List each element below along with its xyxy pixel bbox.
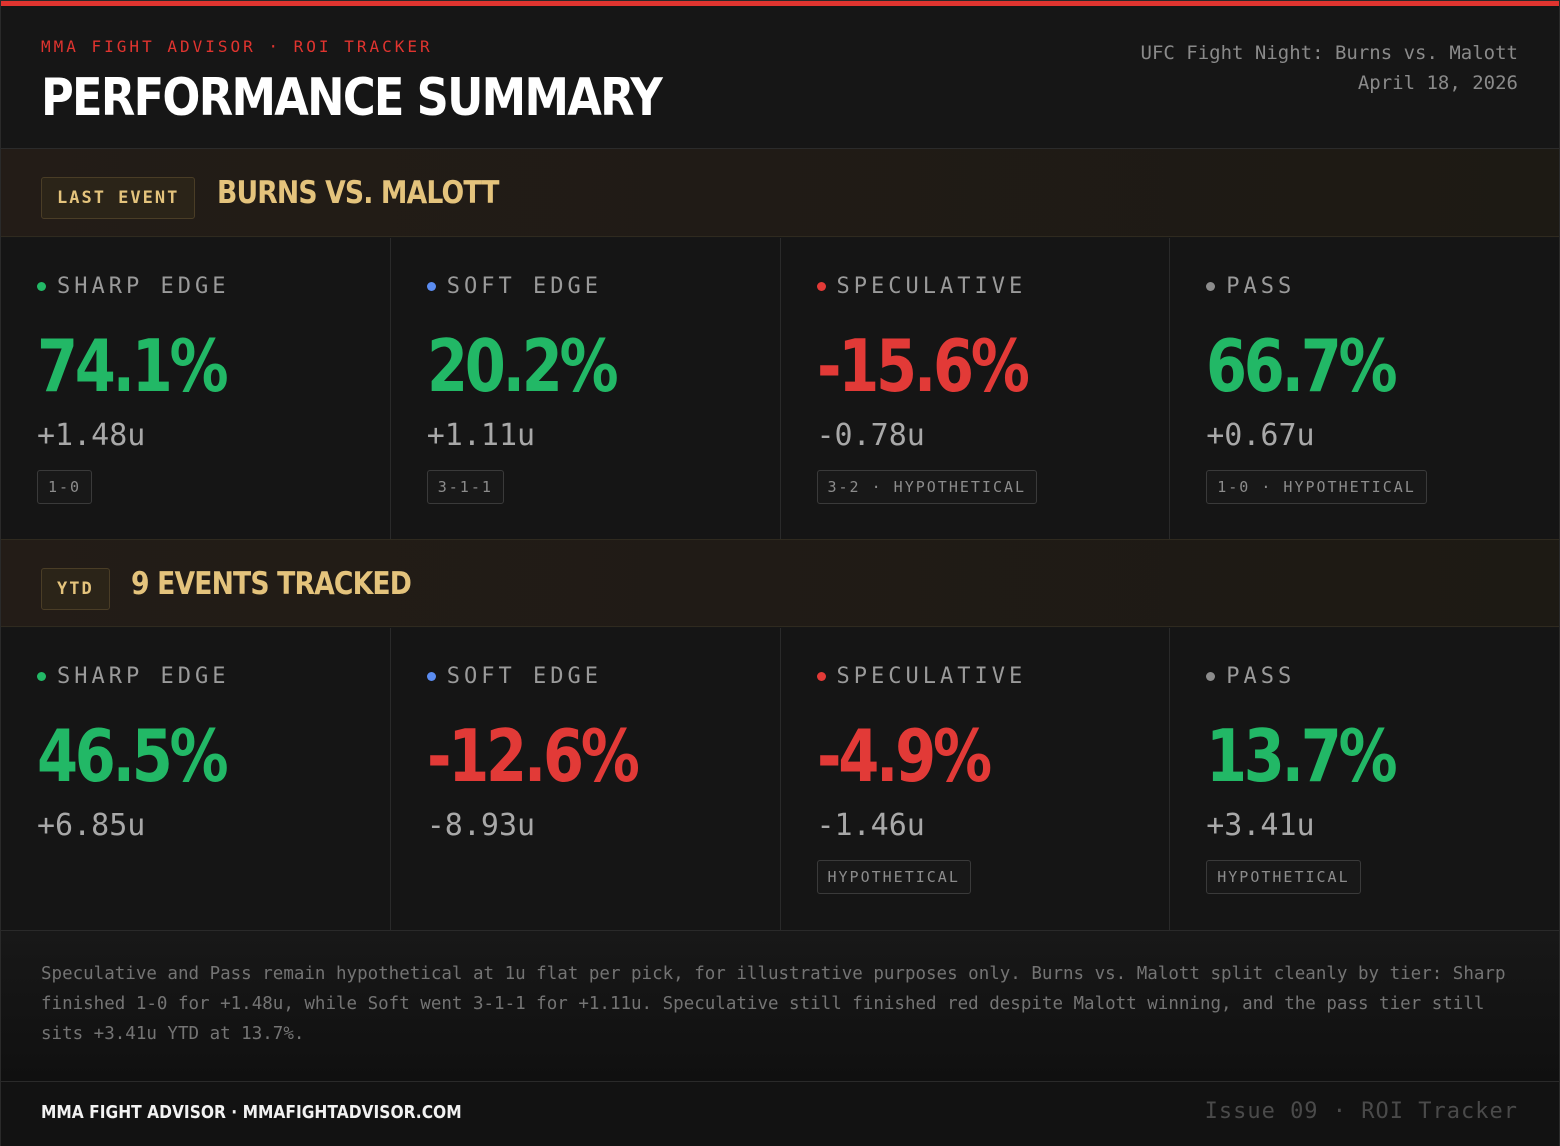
record-tag: HYPOTHETICAL	[816, 860, 971, 894]
status-dot-icon	[1206, 672, 1216, 681]
roi-percent: -15.6%	[816, 324, 1030, 408]
roi-percent: 20.2%	[426, 324, 619, 408]
units-value: +1.48u	[37, 418, 146, 453]
roi-percent: 74.1%	[37, 324, 229, 408]
status-dot-icon	[37, 672, 46, 681]
status-dot-icon	[816, 672, 826, 681]
tier-label: SOFT EDGE	[446, 274, 602, 299]
tier-card-speculative: SPECULATIVE -4.9% -1.46u HYPOTHETICAL	[780, 628, 1171, 930]
record-tag: 1-0 · HYPOTHETICAL	[1206, 470, 1427, 504]
tier-label: SOFT EDGE	[446, 664, 602, 689]
tier-header: SHARP EDGE	[37, 274, 229, 299]
section-title: 9 EVENTS TRACKED	[131, 566, 412, 602]
footer: MMA FIGHT ADVISOR · MMAFIGHTADVISOR.COM …	[1, 1082, 1559, 1146]
units-value: +0.67u	[1206, 418, 1315, 453]
tier-label: SPECULATIVE	[836, 664, 1027, 689]
section-badge: LAST EVENT	[41, 177, 196, 219]
roi-percent: -12.6%	[426, 714, 640, 798]
tier-header: SPECULATIVE	[816, 274, 1027, 299]
footnote-text: Speculative and Pass remain hypothetical…	[41, 964, 1506, 1044]
tier-row-last-event: SHARP EDGE 74.1% +1.48u 1-0 SOFT EDGE 20…	[1, 238, 1559, 540]
section-badge: YTD	[41, 568, 110, 610]
status-dot-icon	[1206, 282, 1216, 291]
tier-card-pass: PASS 66.7% +0.67u 1-0 · HYPOTHETICAL	[1170, 238, 1559, 540]
record-tag: 3-2 · HYPOTHETICAL	[816, 470, 1038, 504]
event-name: UFC Fight Night: Burns vs. Malott	[1140, 42, 1519, 64]
tier-card-soft: SOFT EDGE -12.6% -8.93u	[390, 628, 781, 930]
header: MMA FIGHT ADVISOR · ROI TRACKER PERFORMA…	[1, 6, 1559, 149]
units-value: -1.46u	[816, 808, 925, 843]
record-tag: 1-0	[37, 470, 93, 504]
section-band-last-event: LAST EVENT BURNS VS. MALOTT	[1, 149, 1559, 237]
accent-bar	[1, 1, 1559, 6]
units-value: -8.93u	[426, 808, 536, 843]
tier-header: SOFT EDGE	[426, 664, 602, 689]
issue-label: Issue 09 · ROI Tracker	[1204, 1099, 1518, 1124]
tier-header: PASS	[1206, 664, 1295, 689]
status-dot-icon	[816, 282, 826, 291]
units-value: +6.85u	[37, 808, 146, 843]
kicker: MMA FIGHT ADVISOR · ROI TRACKER	[41, 37, 433, 56]
status-dot-icon	[426, 672, 436, 681]
tier-label: SHARP EDGE	[57, 274, 230, 299]
tier-label: PASS	[1226, 274, 1296, 299]
tier-header: SPECULATIVE	[816, 664, 1027, 689]
tier-card-soft: SOFT EDGE 20.2% +1.11u 3-1-1	[390, 238, 781, 540]
section-title: BURNS VS. MALOTT	[217, 175, 499, 211]
units-value: +3.41u	[1206, 808, 1315, 843]
status-dot-icon	[37, 282, 46, 291]
tier-label: SPECULATIVE	[836, 274, 1027, 299]
event-date: April 18, 2026	[1357, 72, 1518, 94]
tier-label: SHARP EDGE	[57, 664, 230, 689]
event-meta: UFC Fight Night: Burns vs. Malott April …	[1141, 38, 1519, 98]
units-value: -0.78u	[816, 418, 925, 453]
roi-percent: 66.7%	[1206, 324, 1398, 408]
roi-percent: 46.5%	[37, 714, 229, 798]
tier-card-pass: PASS 13.7% +3.41u HYPOTHETICAL	[1170, 628, 1559, 930]
tier-card-sharp: SHARP EDGE 74.1% +1.48u 1-0	[1, 238, 391, 540]
tier-row-ytd: SHARP EDGE 46.5% +6.85u SOFT EDGE -12.6%…	[1, 628, 1559, 930]
footnote-panel: Speculative and Pass remain hypothetical…	[1, 930, 1559, 1082]
brand-line: MMA FIGHT ADVISOR · MMAFIGHTADVISOR.COM	[41, 1102, 462, 1123]
section-band-ytd: YTD 9 EVENTS TRACKED	[1, 539, 1559, 627]
tier-header: SHARP EDGE	[37, 664, 229, 689]
units-value: +1.11u	[426, 418, 536, 453]
tier-card-sharp: SHARP EDGE 46.5% +6.85u	[1, 628, 391, 930]
tier-header: PASS	[1206, 274, 1295, 299]
roi-percent: -4.9%	[816, 714, 992, 798]
tier-header: SOFT EDGE	[426, 274, 602, 299]
page-title: PERFORMANCE SUMMARY	[41, 68, 663, 128]
tier-card-speculative: SPECULATIVE -15.6% -0.78u 3-2 · HYPOTHET…	[780, 238, 1171, 540]
tier-label: PASS	[1226, 664, 1296, 689]
record-tag: 3-1-1	[426, 470, 504, 504]
record-tag: HYPOTHETICAL	[1206, 860, 1361, 894]
status-dot-icon	[426, 282, 436, 291]
roi-percent: 13.7%	[1206, 714, 1398, 798]
